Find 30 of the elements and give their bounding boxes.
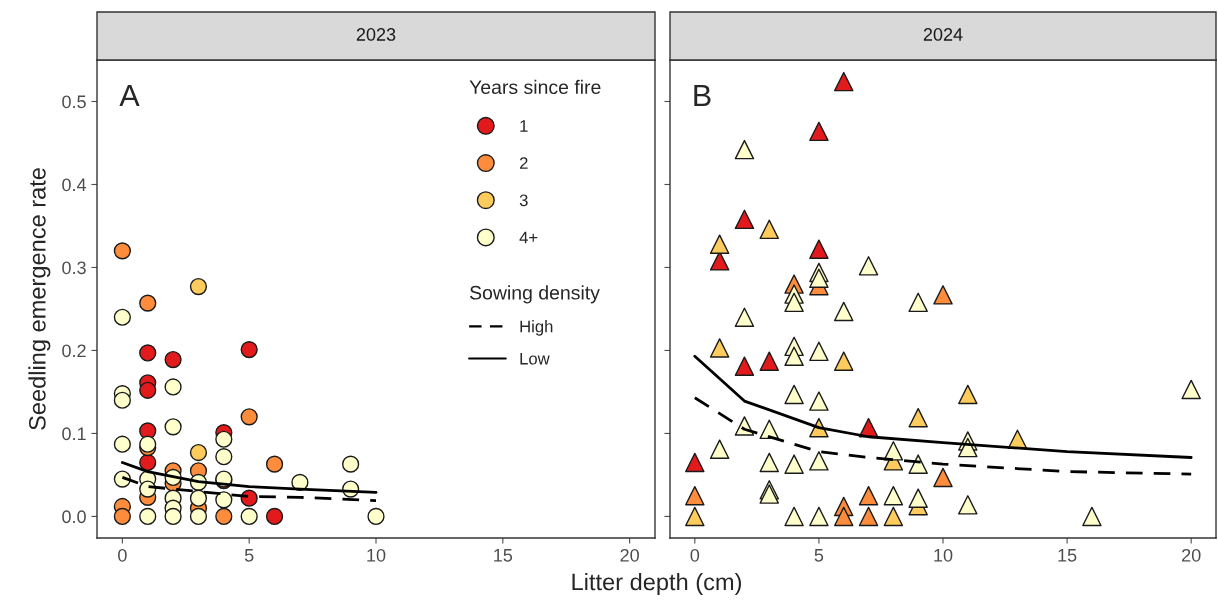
legend-label: 2 bbox=[519, 157, 528, 169]
legend-label: 3 bbox=[519, 194, 528, 207]
y-tick-label: 0.5 bbox=[62, 95, 86, 109]
y-tick-label: 0.4 bbox=[62, 178, 87, 192]
x-tick-label: 15 bbox=[1058, 549, 1077, 562]
x-tick-label: 10 bbox=[367, 548, 386, 562]
x-tick-label: 15 bbox=[494, 549, 513, 562]
y-axis-title: Seedling emergence rate bbox=[28, 168, 51, 430]
legend-label: 4+ bbox=[519, 231, 538, 244]
x-tick-label: 20 bbox=[1182, 548, 1201, 562]
x-axis-title: Litter depth (cm) bbox=[572, 572, 741, 595]
chart-title: 2023 bbox=[356, 28, 396, 41]
legend-label: High bbox=[520, 320, 553, 336]
legend-label: 1 bbox=[520, 120, 528, 132]
y-tick-label: 0.0 bbox=[62, 510, 86, 524]
x-tick-label: 0 bbox=[118, 548, 127, 562]
annotation: B bbox=[694, 85, 711, 107]
legend-title: Years since fire bbox=[469, 79, 601, 95]
x-tick-label: 10 bbox=[934, 548, 953, 562]
x-tick-label: 20 bbox=[620, 548, 639, 562]
x-tick-label: 5 bbox=[814, 549, 824, 562]
legend-label: Low bbox=[520, 352, 550, 365]
y-tick-label: 0.2 bbox=[62, 344, 86, 358]
chart-title: 2024 bbox=[923, 28, 963, 41]
annotation: A bbox=[119, 85, 140, 107]
y-tick-label: 0.1 bbox=[62, 427, 86, 441]
x-tick-label: 5 bbox=[244, 549, 254, 562]
annotation: Sowing density bbox=[470, 285, 600, 304]
x-tick-label: 0 bbox=[690, 548, 700, 562]
y-tick-label: 0.3 bbox=[62, 261, 86, 275]
